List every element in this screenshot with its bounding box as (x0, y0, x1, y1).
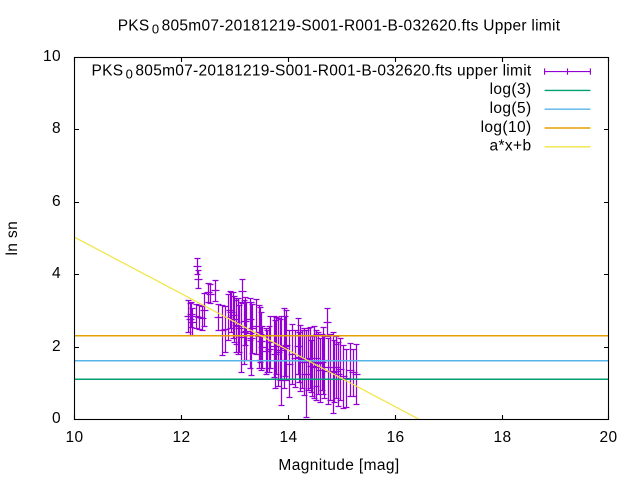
svg-text:log(5): log(5) (490, 100, 532, 117)
svg-text:a*x+b: a*x+b (490, 138, 532, 155)
svg-text:2: 2 (52, 338, 61, 355)
svg-text:10: 10 (43, 48, 61, 65)
svg-text:18: 18 (493, 429, 511, 446)
svg-text:4: 4 (52, 265, 61, 282)
svg-text:8: 8 (52, 120, 61, 137)
svg-text:Magnitude [mag]: Magnitude [mag] (278, 457, 399, 474)
svg-text:log(3): log(3) (490, 81, 532, 98)
svg-text:20: 20 (599, 429, 617, 446)
svg-text:ln sn: ln sn (4, 221, 21, 256)
svg-text:14: 14 (279, 429, 297, 446)
svg-text:0: 0 (52, 410, 61, 427)
svg-text:16: 16 (386, 429, 404, 446)
svg-text:12: 12 (172, 429, 190, 446)
svg-text:log(10): log(10) (481, 119, 532, 136)
svg-text:6: 6 (52, 193, 61, 210)
svg-text:10: 10 (65, 429, 83, 446)
